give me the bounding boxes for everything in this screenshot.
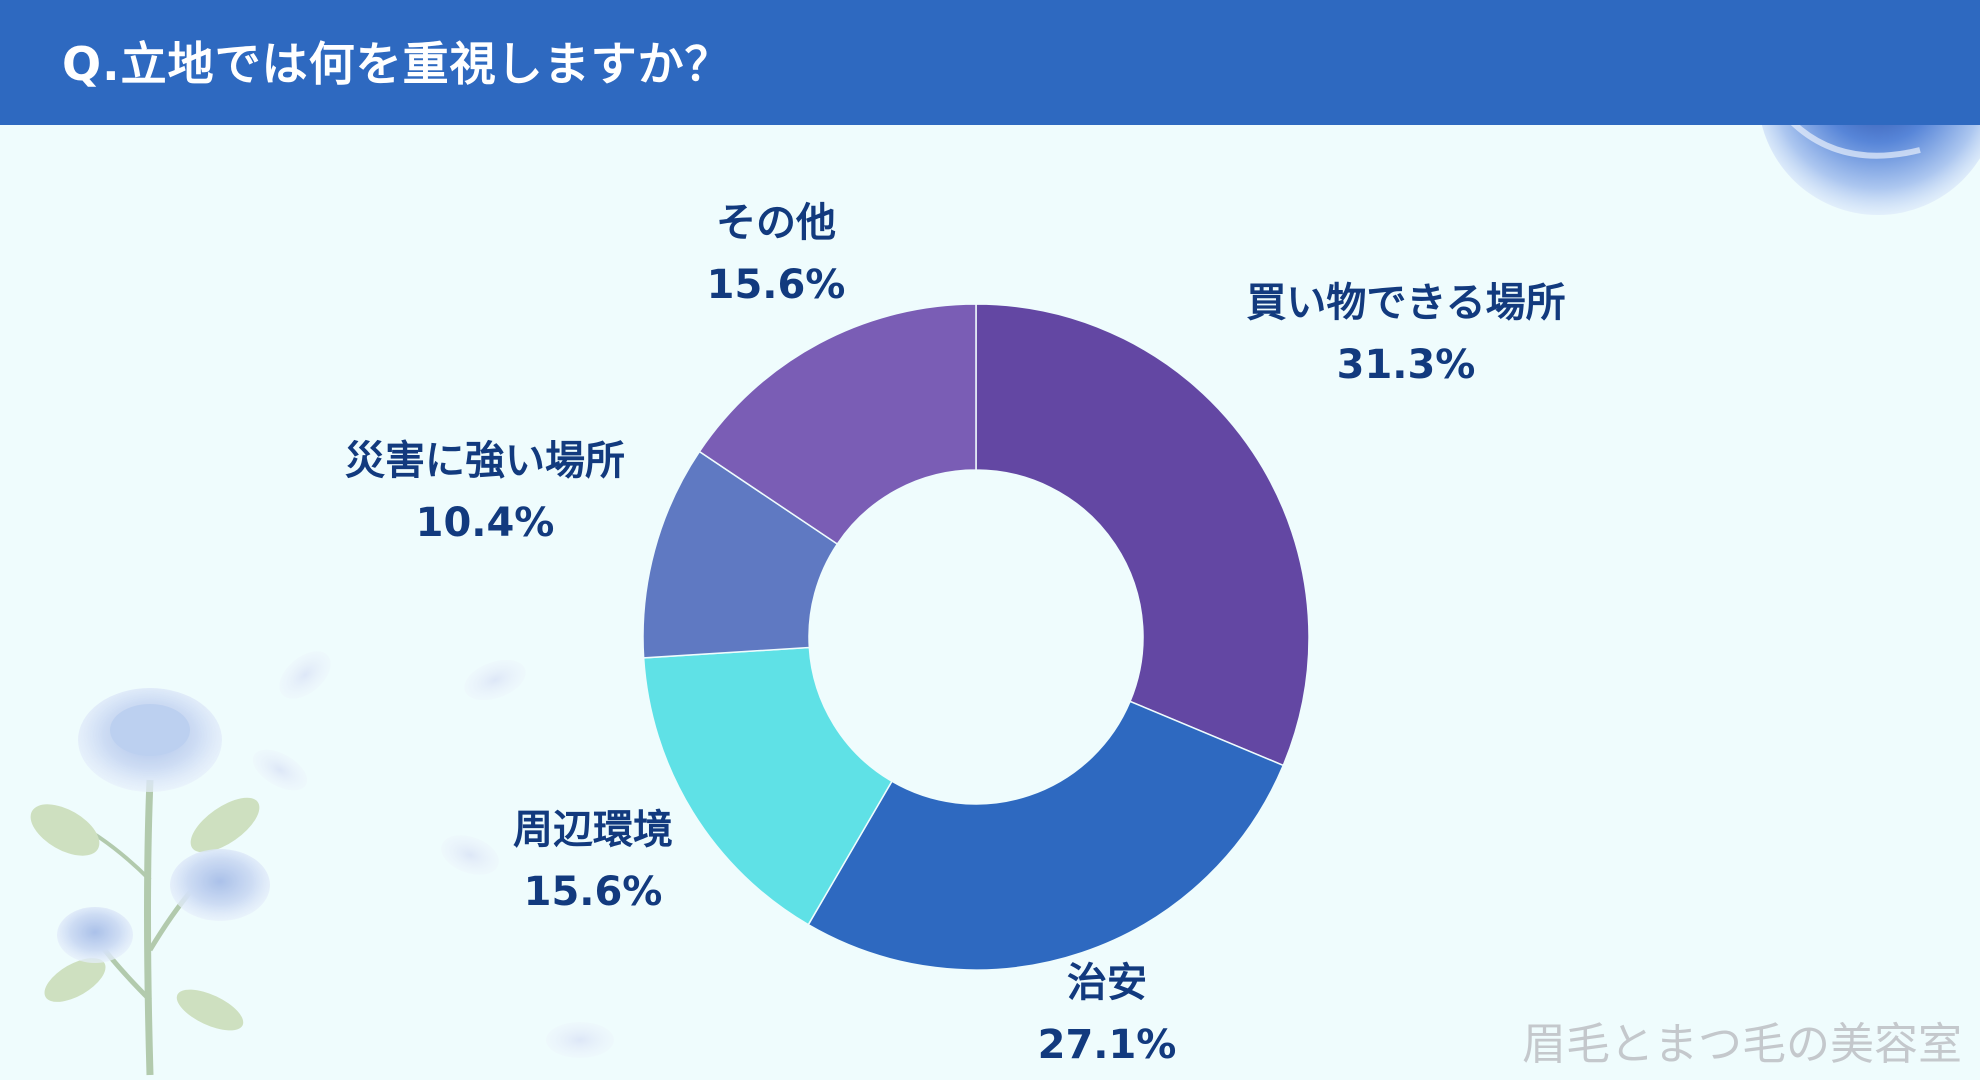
floating-petals [252,651,614,1058]
slice-value-label: 31.3% [1337,342,1476,388]
slice-value-label: 10.4% [416,500,555,546]
slice-category-label: その他 [716,200,836,246]
slice-value-label: 15.6% [707,262,846,308]
question-title: Q.立地では何を重視しますか？ [62,37,732,91]
slice-category-label: 周辺環境 [513,807,673,853]
slice-category-label: 災害に強い場所 [345,438,625,484]
slice-category-label: 買い物できる場所 [1246,280,1565,326]
header-bar: Q.立地では何を重視しますか？ [0,0,1980,125]
watermark-text: 眉毛とまつ毛の美容室 [1522,1019,1962,1070]
donut-slice-5 [698,303,977,546]
slice-value-label: 15.6% [524,869,663,915]
slice-value-label: 27.1% [1038,1022,1177,1068]
donut-slice-1 [975,303,1310,767]
donut-slice-3 [642,646,893,926]
slice-category-label: 治安 [1067,960,1147,1006]
rose-illustration-bottom-left [30,688,270,1076]
donut-slice-2 [807,700,1285,971]
